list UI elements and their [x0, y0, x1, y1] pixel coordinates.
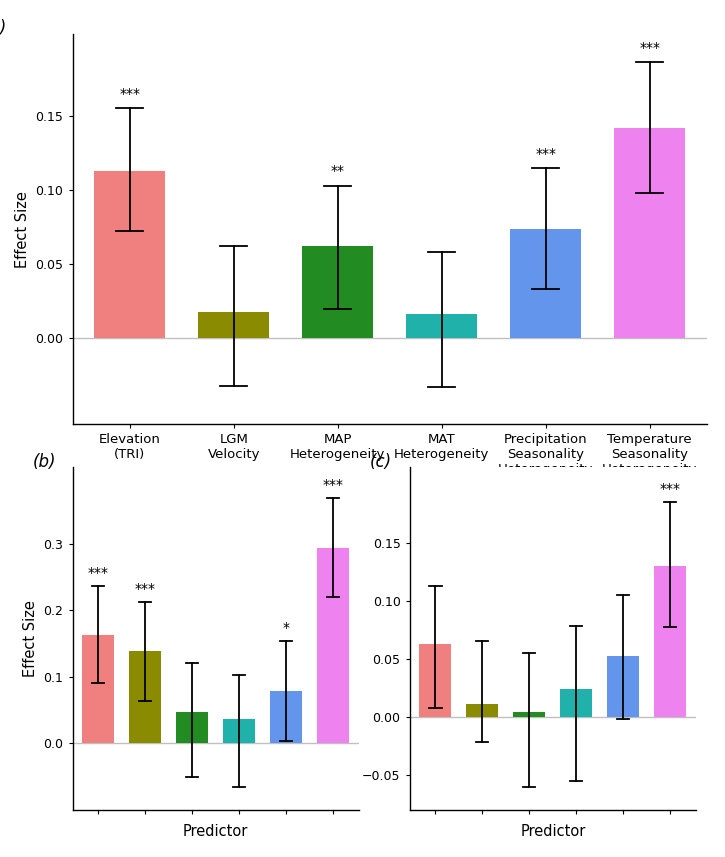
Bar	[223, 719, 255, 743]
Text: ***: ***	[88, 566, 109, 580]
Text: **: **	[331, 165, 344, 178]
Bar	[176, 712, 208, 743]
Bar	[302, 246, 373, 339]
Text: ***: ***	[323, 478, 344, 492]
Bar	[466, 704, 498, 717]
X-axis label: Predictor: Predictor	[520, 824, 586, 840]
Bar	[510, 229, 581, 339]
Bar	[94, 171, 165, 339]
Bar	[317, 548, 349, 743]
Bar	[129, 651, 161, 743]
Bar	[83, 635, 115, 743]
Text: ***: ***	[639, 41, 660, 56]
Y-axis label: Effect Size: Effect Size	[15, 191, 30, 267]
Bar	[406, 315, 477, 339]
Text: (b): (b)	[33, 453, 56, 471]
Bar	[654, 566, 686, 717]
Bar	[199, 312, 269, 339]
Bar	[560, 689, 592, 717]
Bar	[420, 644, 452, 717]
Text: (a): (a)	[0, 19, 7, 37]
Text: ***: ***	[119, 87, 140, 101]
Text: ***: ***	[135, 582, 156, 596]
Bar	[608, 656, 639, 717]
Text: *: *	[283, 621, 289, 635]
X-axis label: Predictor: Predictor	[183, 824, 249, 840]
Text: ***: ***	[535, 147, 556, 161]
Bar	[513, 712, 545, 717]
Text: ***: ***	[660, 482, 681, 495]
Text: (c): (c)	[370, 453, 392, 471]
Bar	[270, 691, 302, 743]
Bar	[614, 128, 685, 339]
Y-axis label: Effect Size: Effect Size	[23, 600, 38, 677]
